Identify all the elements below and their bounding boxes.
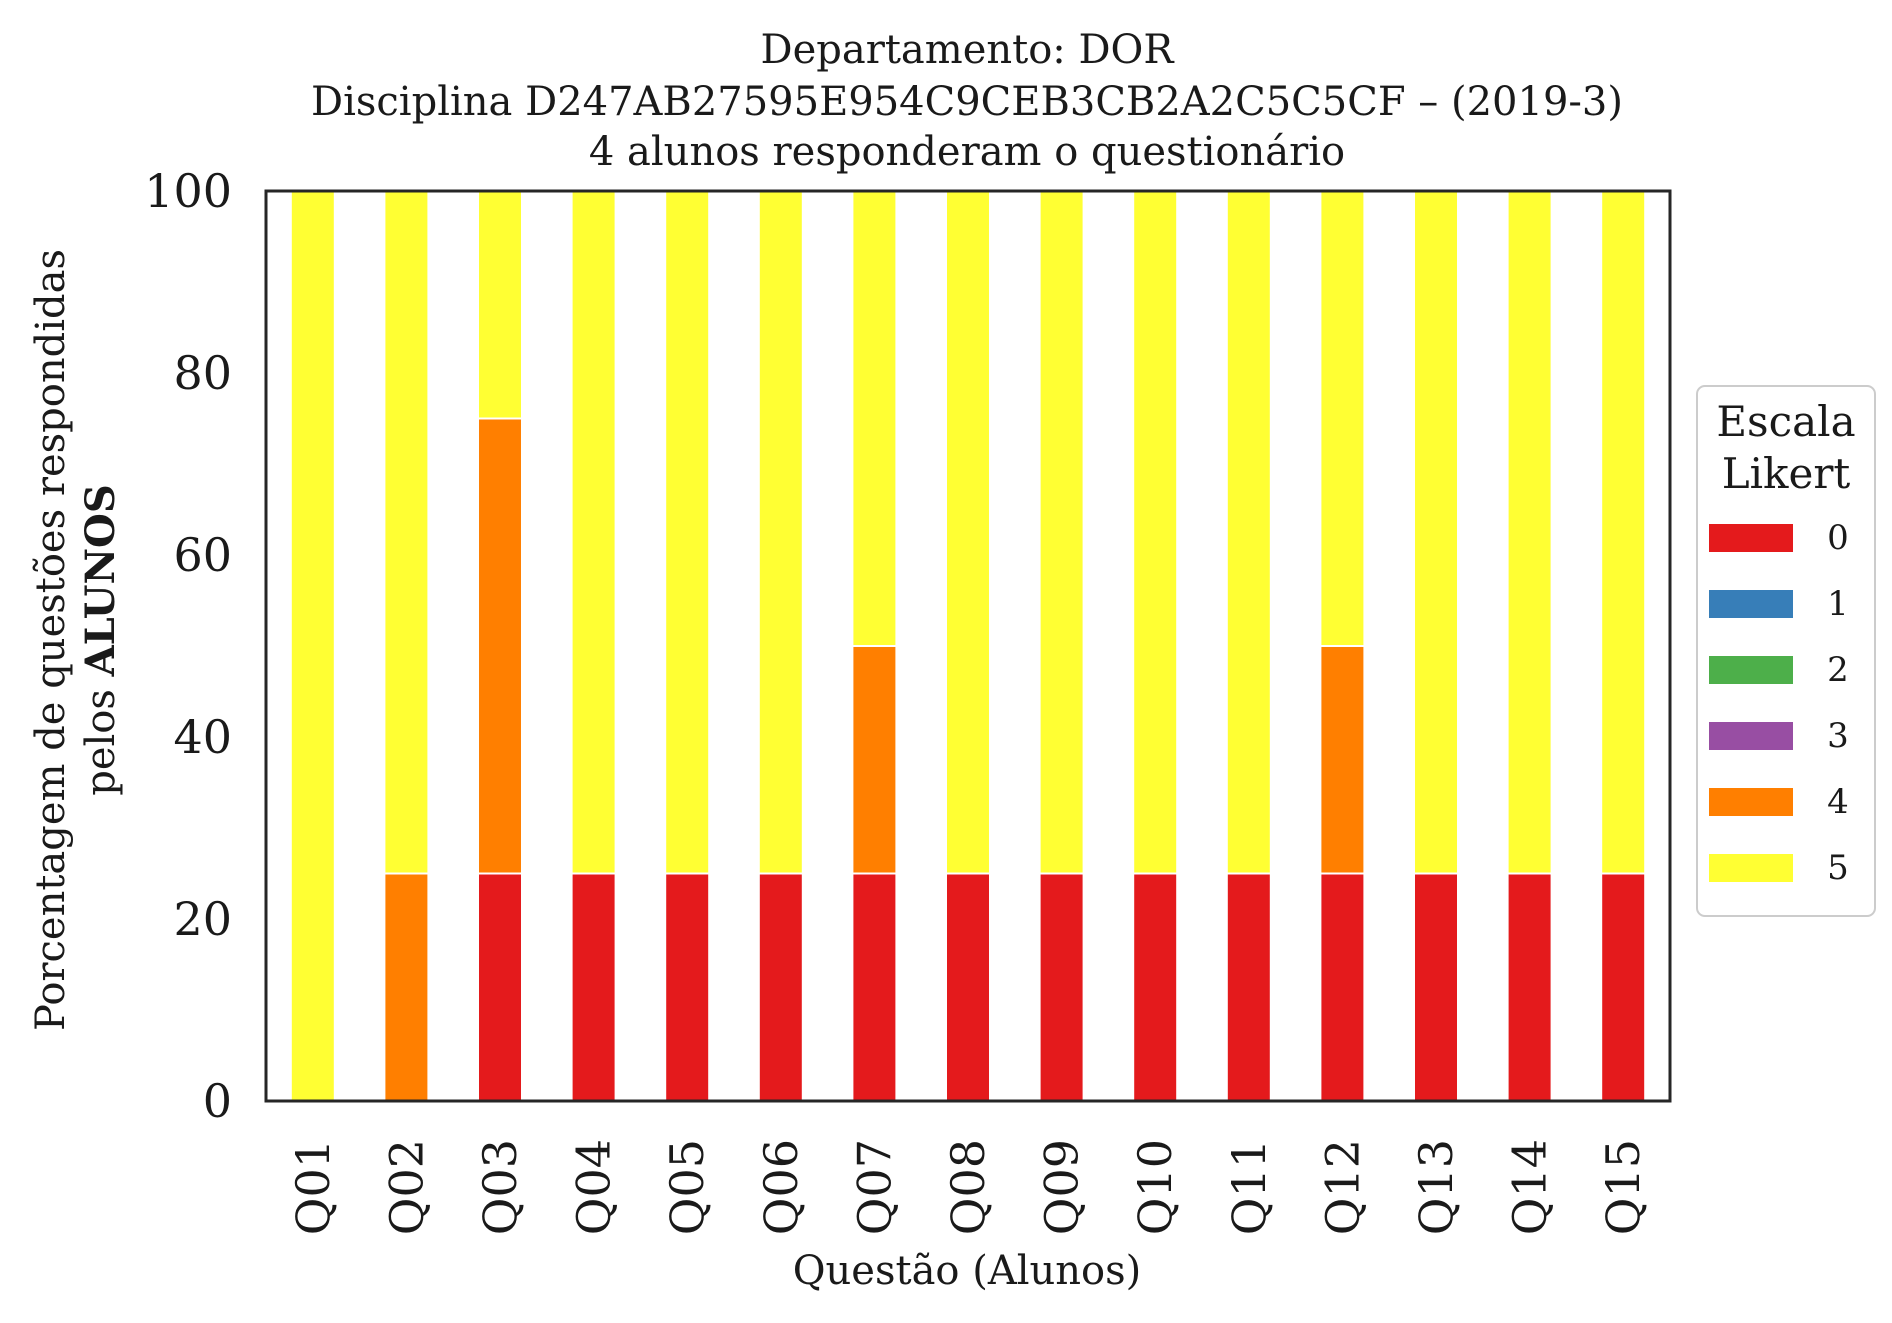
bar-q10-level-0 <box>1132 872 1179 1102</box>
y-tick-label-100: 100 <box>144 164 232 218</box>
x-tick-label-q13: Q13 <box>1409 1139 1463 1235</box>
y-tick-label-80: 80 <box>173 346 232 400</box>
legend-swatch-1 <box>1709 590 1793 618</box>
bar-q13-level-5 <box>1413 190 1459 875</box>
bar-q10-level-5 <box>1132 190 1179 875</box>
x-tick-label-q03: Q03 <box>473 1139 527 1235</box>
y-axis-label-line-2: pelos ALUNOS <box>77 484 124 796</box>
legend-title-line-2: Likert <box>1722 449 1851 498</box>
legend-label-2: 2 <box>1827 650 1849 690</box>
bar-q11-level-5 <box>1225 190 1272 875</box>
bar-q06-level-5 <box>757 190 804 875</box>
bar-q03-level-4 <box>477 417 523 875</box>
bar-q14-level-5 <box>1506 190 1553 875</box>
bar-q09-level-5 <box>1038 190 1085 875</box>
y-axis: 0 20 40 60 80 100 <box>144 164 232 1128</box>
y-tick-label-20: 20 <box>173 892 232 946</box>
legend-label-5: 5 <box>1827 848 1849 888</box>
bar-q06-level-0 <box>757 872 804 1102</box>
legend-swatch-2 <box>1709 656 1793 684</box>
bar-q02-level-4 <box>383 872 430 1102</box>
legend-swatch-3 <box>1709 722 1793 750</box>
y-axis-label-bold: ALUNOS <box>77 484 124 677</box>
bars <box>289 190 1647 1102</box>
legend-items: 0 1 2 3 4 5 <box>1709 518 1849 888</box>
x-tick-label-q09: Q09 <box>1035 1139 1089 1235</box>
y-axis-label: Porcentagem de questões respondidas pelo… <box>28 249 124 1031</box>
legend-label-3: 3 <box>1827 716 1849 756</box>
x-tick-label-q01: Q01 <box>286 1139 340 1235</box>
bar-q12-level-4 <box>1319 645 1366 875</box>
title-line-1: Departamento: DOR <box>761 27 1176 73</box>
x-tick-label-q12: Q12 <box>1315 1139 1369 1235</box>
legend-title-line-1: Escala <box>1716 397 1855 446</box>
x-tick-label-q11: Q11 <box>1222 1139 1276 1235</box>
bar-q13-level-0 <box>1413 872 1459 1102</box>
bar-q08-level-0 <box>945 872 991 1102</box>
bar-q04-level-5 <box>570 190 617 875</box>
bar-q03-level-5 <box>477 190 523 420</box>
bar-q12-level-0 <box>1319 872 1366 1102</box>
bar-q07-level-4 <box>851 645 898 875</box>
bar-q14-level-0 <box>1506 872 1553 1102</box>
x-tick-label-q07: Q07 <box>847 1139 901 1235</box>
y-axis-label-line-1: Porcentagem de questões respondidas <box>28 249 74 1031</box>
bar-q07-level-0 <box>851 872 898 1102</box>
x-tick-label-q14: Q14 <box>1503 1139 1557 1235</box>
y-axis-label-prefix: pelos <box>78 689 124 796</box>
bar-q05-level-5 <box>664 190 711 875</box>
bar-q15-level-5 <box>1600 190 1647 875</box>
chart-title: Departamento: DOR Disciplina D247AB27595… <box>311 27 1623 175</box>
legend-swatch-0 <box>1709 524 1793 552</box>
bar-q12-level-5 <box>1319 190 1366 647</box>
legend-label-0: 0 <box>1827 518 1849 558</box>
bar-q11-level-0 <box>1225 872 1272 1102</box>
bar-q07-level-5 <box>851 190 898 647</box>
legend-frame <box>1696 385 1876 917</box>
bar-q03-level-0 <box>477 872 523 1102</box>
x-tick-label-q15: Q15 <box>1596 1139 1650 1235</box>
x-tick-label-q04: Q04 <box>567 1139 621 1235</box>
title-line-2: Disciplina D247AB27595E954C9CEB3CB2A2C5C… <box>311 79 1623 125</box>
x-axis-label: Questão (Alunos) <box>793 1248 1142 1294</box>
legend-label-1: 1 <box>1827 584 1849 624</box>
legend-swatch-4 <box>1709 788 1793 816</box>
plot-frame <box>264 189 1672 1103</box>
bar-q01-level-5 <box>289 190 336 1102</box>
bar-q02-level-5 <box>383 190 430 875</box>
bar-q04-level-0 <box>570 872 617 1102</box>
bar-q05-level-0 <box>664 872 711 1102</box>
legend-label-4: 4 <box>1827 782 1849 822</box>
bar-q08-level-5 <box>945 190 991 875</box>
y-tick-label-40: 40 <box>173 710 232 764</box>
legend-swatch-5 <box>1709 854 1793 882</box>
x-tick-label-q06: Q06 <box>754 1139 808 1235</box>
x-axis: Q01 Q02 Q03 Q04 Q05 Q06 Q07 Q08 Q09 Q10 Q11 Q12 Q13 Q… <box>286 1139 1650 1235</box>
bar-q15-level-0 <box>1600 872 1647 1102</box>
legend: Escala Likert 0 1 2 3 4 5 <box>1696 385 1876 917</box>
x-tick-label-q10: Q10 <box>1128 1139 1182 1235</box>
y-tick-label-0: 0 <box>203 1074 232 1128</box>
x-tick-label-q08: Q08 <box>941 1139 995 1235</box>
x-tick-label-q02: Q02 <box>379 1139 433 1235</box>
bar-q09-level-0 <box>1038 872 1085 1102</box>
title-line-3: 4 alunos responderam o questionário <box>589 129 1345 175</box>
x-tick-label-q05: Q05 <box>660 1139 714 1235</box>
y-tick-label-60: 60 <box>173 528 232 582</box>
